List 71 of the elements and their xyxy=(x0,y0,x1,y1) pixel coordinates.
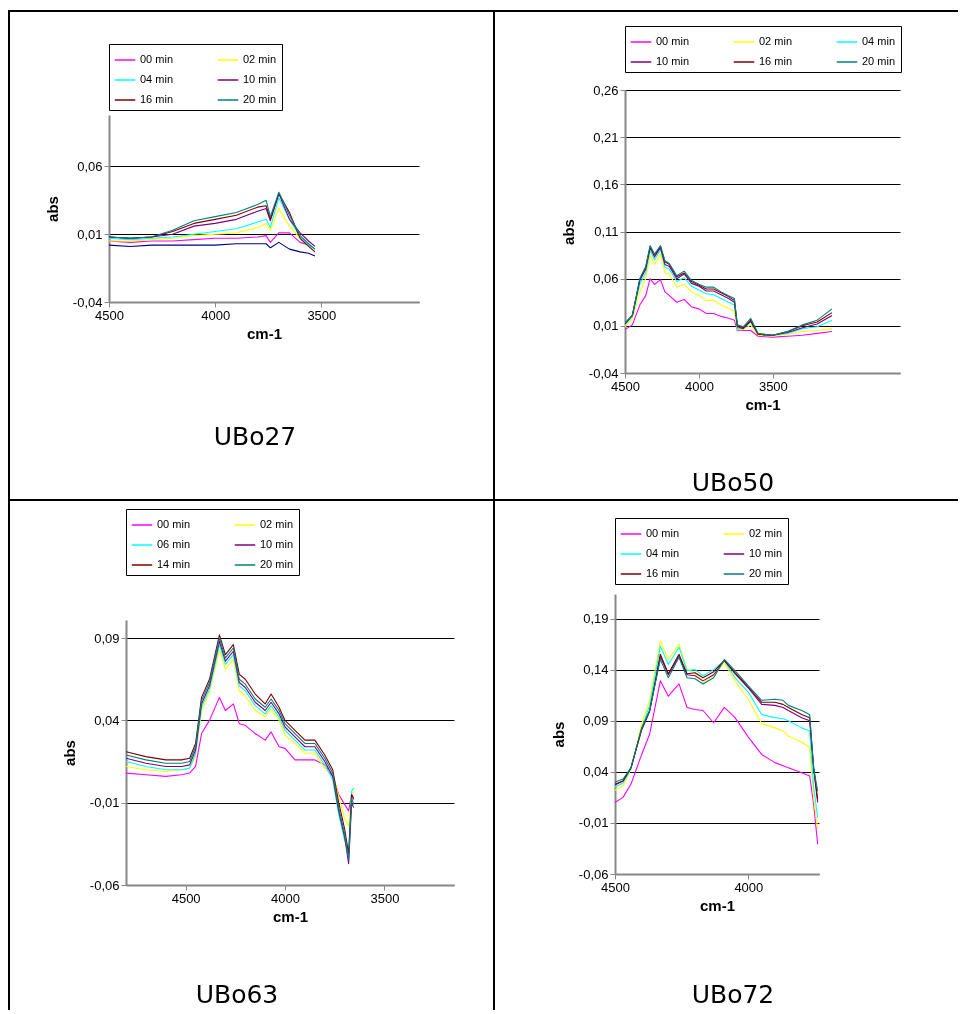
y-tick-label: -0,01 xyxy=(89,795,120,811)
legend-label: 00 min xyxy=(656,35,690,47)
y-tick-label: 0,14 xyxy=(583,662,609,678)
line-series xyxy=(126,696,355,812)
legend-label: 06 min xyxy=(157,538,191,550)
y-tick-label: 0,01 xyxy=(77,226,103,242)
y-tick-label: 0,04 xyxy=(94,712,120,728)
legend-label: 00 min xyxy=(646,527,680,539)
x-tick-label: 3500 xyxy=(758,378,788,394)
y-tick-label: 0,19 xyxy=(583,611,609,627)
legend-label: 04 min xyxy=(646,547,680,559)
y-axis-title: abs xyxy=(60,740,78,766)
legend-label: 02 min xyxy=(260,518,294,530)
x-axis-title: cm-1 xyxy=(246,324,283,342)
y-tick-label: 0,11 xyxy=(594,224,619,239)
text: UBo72 xyxy=(691,980,775,1010)
legend-label: 00 min xyxy=(140,53,174,65)
y-tick-label: -0,06 xyxy=(578,866,609,882)
y-tick-label: 0,26 xyxy=(593,82,619,98)
line-series xyxy=(615,680,819,845)
x-axis-title: cm-1 xyxy=(745,395,781,413)
x-tick-label: 4500 xyxy=(611,378,640,394)
x-axis-title: cm-1 xyxy=(699,896,736,914)
y-tick-label: -0,04 xyxy=(588,365,619,381)
x-tick-label: 4500 xyxy=(601,879,630,895)
x-axis-title: cm-1 xyxy=(272,907,309,925)
y-tick-label: -0,04 xyxy=(72,294,103,310)
y-tick-label: 0,09 xyxy=(94,630,120,646)
y-tick-label: -0,01 xyxy=(578,815,609,831)
y-tick-label: 0,09 xyxy=(583,713,609,729)
x-tick-label: 4000 xyxy=(684,378,714,394)
y-tick-label: 0,16 xyxy=(593,176,619,192)
x-tick-label: 4500 xyxy=(171,890,201,906)
legend-label: 20 min xyxy=(260,558,294,570)
x-tick-label: 3500 xyxy=(370,890,400,906)
legend-label: 20 min xyxy=(749,567,783,579)
legend-label: 16 min xyxy=(140,93,174,105)
legend-label: 14 min xyxy=(157,558,191,570)
y-tick-label: -0,06 xyxy=(89,877,120,893)
text: UBo27 xyxy=(213,422,297,452)
legend-label: 20 min xyxy=(862,55,896,67)
legend-label: 10 min xyxy=(243,73,277,85)
text: UBo63 xyxy=(195,980,279,1010)
legend-label: 16 min xyxy=(646,567,680,579)
x-tick-label: 4000 xyxy=(201,307,231,323)
legend-label: 04 min xyxy=(862,35,896,47)
legend-label: 16 min xyxy=(759,55,793,67)
legend-label: 00 min xyxy=(157,518,191,530)
legend-label: 10 min xyxy=(749,547,783,559)
legend-label: 02 min xyxy=(243,53,277,65)
text: UBo50 xyxy=(691,468,775,498)
y-tick-label: 0,04 xyxy=(583,764,609,780)
legend-label: 10 min xyxy=(656,55,690,67)
x-tick-label: 3500 xyxy=(307,307,337,323)
y-axis-title: abs xyxy=(43,196,61,222)
x-tick-label: 4000 xyxy=(734,879,764,895)
y-tick-label: 0,01 xyxy=(593,318,619,334)
y-axis-title: abs xyxy=(559,219,577,245)
x-tick-label: 4000 xyxy=(271,890,300,906)
legend-label: 02 min xyxy=(759,35,793,47)
legend-label: 02 min xyxy=(749,527,783,539)
y-tick-label: 0,06 xyxy=(77,158,103,174)
y-tick-label: 0,06 xyxy=(593,271,619,287)
line-series xyxy=(625,278,833,338)
y-tick-label: 0,21 xyxy=(593,129,619,145)
x-tick-label: 4500 xyxy=(95,307,124,323)
legend-label: 10 min xyxy=(260,538,294,550)
legend-label: 20 min xyxy=(243,93,277,105)
line-series xyxy=(109,241,316,257)
y-axis-title: abs xyxy=(549,721,567,748)
legend-label: 04 min xyxy=(140,73,174,85)
